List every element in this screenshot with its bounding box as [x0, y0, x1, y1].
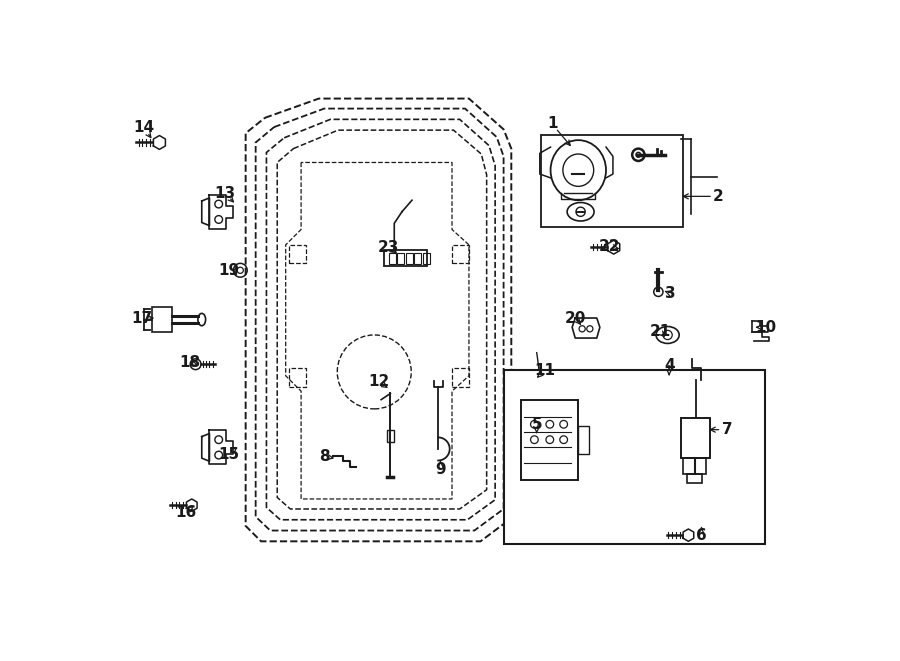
Text: 18: 18 — [179, 355, 200, 370]
Bar — [504, 370, 765, 543]
Text: 22: 22 — [599, 239, 621, 254]
Text: 2: 2 — [713, 189, 724, 204]
Bar — [452, 245, 469, 263]
Text: 6: 6 — [696, 528, 706, 543]
Bar — [406, 253, 413, 264]
Bar — [423, 253, 429, 264]
Bar — [289, 368, 306, 387]
Bar — [414, 253, 421, 264]
Text: 4: 4 — [664, 358, 674, 373]
Text: 5: 5 — [531, 417, 542, 432]
Bar — [541, 135, 683, 227]
Text: 7: 7 — [722, 422, 733, 437]
Text: 8: 8 — [319, 449, 329, 464]
Text: 3: 3 — [665, 286, 676, 301]
Bar — [289, 245, 306, 263]
Bar — [680, 418, 710, 458]
Text: 15: 15 — [218, 447, 239, 462]
Text: 19: 19 — [218, 263, 239, 278]
Bar — [389, 253, 396, 264]
Text: 14: 14 — [133, 120, 155, 136]
Text: 17: 17 — [131, 311, 152, 325]
Text: 12: 12 — [368, 374, 390, 389]
Bar — [387, 430, 394, 442]
Text: 11: 11 — [534, 363, 555, 378]
Bar — [152, 307, 172, 332]
Text: 1: 1 — [547, 116, 557, 132]
Bar — [397, 253, 404, 264]
Bar — [520, 400, 579, 480]
Text: 13: 13 — [214, 186, 236, 201]
Bar — [452, 368, 469, 387]
Bar — [579, 426, 590, 453]
Text: 20: 20 — [564, 311, 586, 325]
Bar — [384, 251, 427, 266]
Text: 16: 16 — [175, 504, 196, 520]
Bar — [687, 473, 702, 483]
Text: 9: 9 — [435, 462, 446, 477]
Bar — [683, 458, 706, 473]
Text: 10: 10 — [756, 320, 777, 334]
Text: 23: 23 — [377, 240, 399, 254]
Text: 21: 21 — [649, 325, 670, 339]
